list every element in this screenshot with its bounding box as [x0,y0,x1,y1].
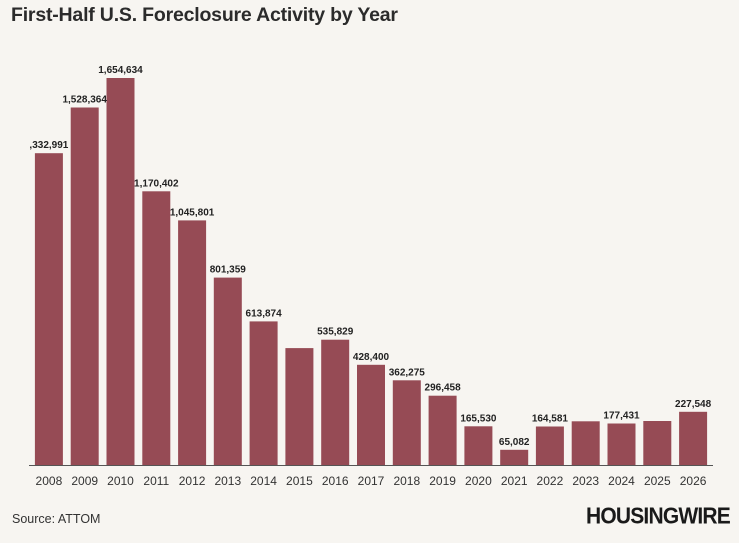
x-tick-2024: 2024 [608,474,635,488]
x-tick-2020: 2020 [465,474,492,488]
bar-2026 [679,411,708,465]
x-tick-2011: 2011 [143,474,169,488]
bar-chart: ,332,991 1,528,364 1,654,634 1,170,402 1,045… [29,65,713,488]
x-tick-2014: 2014 [250,474,277,488]
data-labels-group: ,332,991 1,528,364 1,654,634 1,170,402 1,045… [29,65,711,448]
x-tick-2010: 2010 [107,474,134,488]
bar-2024 [607,423,636,465]
bar-2012 [178,220,207,465]
data-label-2018: 362,275 [389,367,426,378]
x-tick-2009: 2009 [71,474,98,488]
data-label-2013: 801,359 [210,265,247,276]
bar-2018 [392,380,421,465]
bar-2019 [428,395,457,465]
bar-2014 [249,321,278,465]
data-label-2011: 1,170,402 [134,178,179,189]
bar-2023 [571,421,600,465]
data-label-2020: 165,530 [460,413,497,424]
x-tick-2016: 2016 [322,474,349,488]
data-label-2012: 1,045,801 [170,207,215,218]
bar-2013 [213,277,242,465]
data-label-2019: 296,458 [425,383,462,394]
x-tick-2025: 2025 [644,474,671,488]
x-tick-2018: 2018 [393,474,420,488]
bar-2008 [34,153,63,465]
data-label-2010: 1,654,634 [98,65,143,76]
chart-title: First-Half U.S. Foreclosure Activity by … [11,4,398,26]
bar-2016 [321,339,350,465]
bar-2022 [535,426,564,465]
data-label-2016: 535,829 [317,327,354,338]
bar-2020 [464,426,493,465]
data-label-2021: 65,082 [499,437,530,448]
x-tick-2017: 2017 [358,474,385,488]
bar-2015 [285,348,314,465]
bar-2021 [500,449,529,465]
bars-group [34,78,708,466]
data-label-2024: 177,431 [603,411,640,422]
data-label-2022: 164,581 [532,414,569,425]
x-tick-2008: 2008 [36,474,63,488]
data-label-2026: 227,548 [675,399,712,410]
data-label-2009: 1,528,364 [62,95,107,106]
data-label-2017: 428,400 [353,352,390,363]
x-tick-2023: 2023 [572,474,599,488]
x-tick-labels-group: 2008 2009 2010 2011 2012 2013 2014 2015 2016 2017… [36,474,707,488]
source-note: Source: ATTOM [12,512,101,526]
housingwire-logo: HOUSINGWIRE [585,504,731,529]
bar-2025 [643,421,672,465]
x-tick-2013: 2013 [214,474,241,488]
x-tick-2012: 2012 [179,474,206,488]
x-tick-2019: 2019 [429,474,456,488]
bar-2011 [142,191,171,466]
bar-2009 [70,107,99,465]
bar-2017 [357,364,385,465]
x-tick-2015: 2015 [286,474,313,488]
data-label-2014: 613,874 [246,308,283,319]
x-tick-2021: 2021 [501,474,528,488]
bar-2010 [106,78,135,465]
x-tick-2026: 2026 [680,474,707,488]
x-tick-2022: 2022 [537,474,564,488]
data-label-2008: ,332,991 [29,140,68,151]
